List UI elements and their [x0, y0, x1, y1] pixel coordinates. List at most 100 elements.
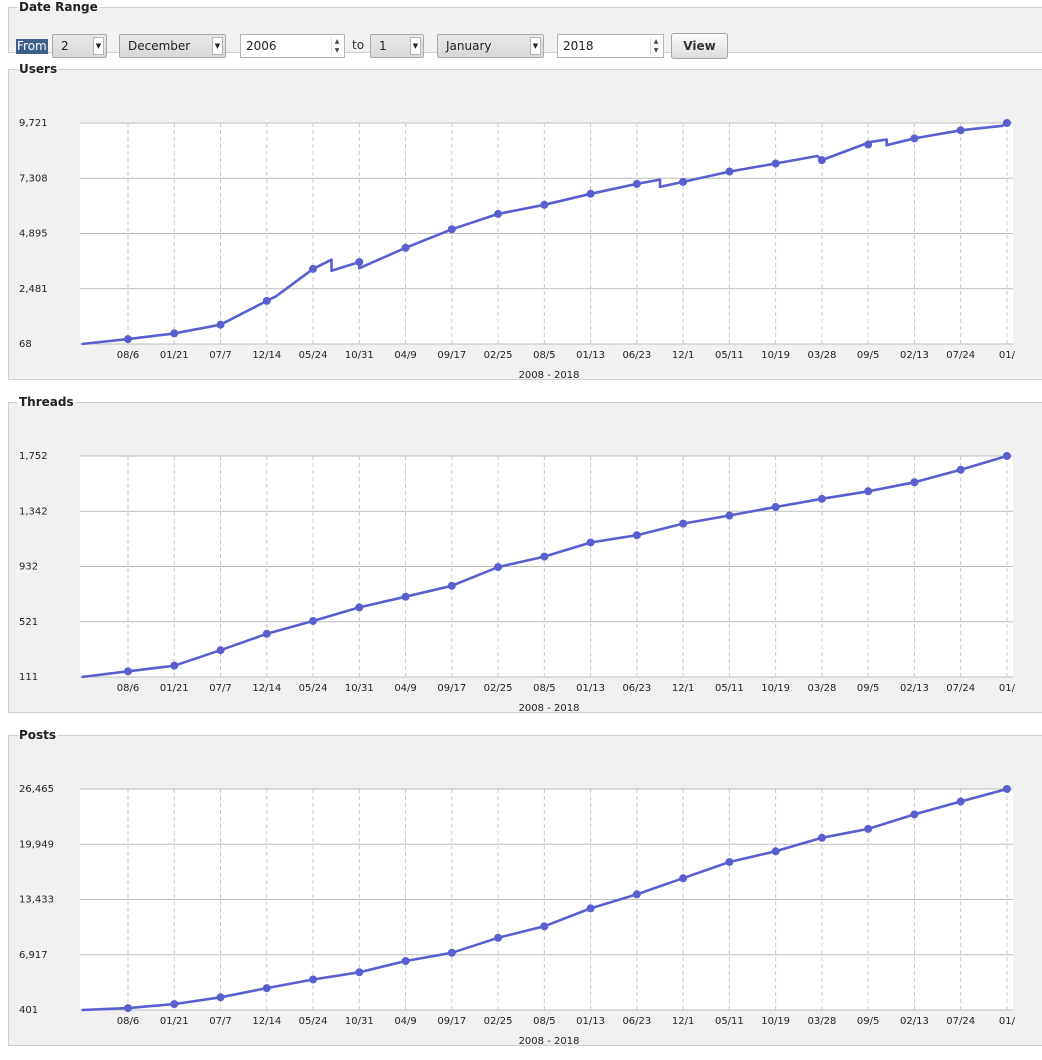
x-tick-label: 09/17 — [437, 683, 466, 694]
from-month-select[interactable]: December ▼ — [119, 34, 226, 58]
y-tick-label: 1,752 — [19, 451, 48, 462]
data-point[interactable] — [910, 810, 919, 819]
data-point[interactable] — [262, 629, 271, 638]
x-tick-label: 08/5 — [533, 1016, 555, 1027]
x-tick-label: 01/13 — [576, 350, 605, 361]
data-point[interactable] — [1002, 452, 1011, 460]
data-point[interactable] — [1002, 119, 1011, 127]
data-point[interactable] — [494, 933, 503, 942]
x-axis-label: 2008 - 2018 — [519, 370, 580, 381]
data-point[interactable] — [771, 847, 780, 856]
y-tick-label: 1,342 — [19, 506, 48, 517]
data-point[interactable] — [540, 922, 549, 931]
data-point[interactable] — [447, 225, 456, 234]
data-point[interactable] — [1002, 785, 1011, 793]
data-point[interactable] — [309, 975, 318, 984]
data-point[interactable] — [632, 890, 641, 899]
data-point[interactable] — [817, 156, 826, 165]
spin-arrows-icon[interactable]: ▲ ▼ — [331, 37, 342, 55]
data-point[interactable] — [170, 1000, 179, 1009]
data-point[interactable] — [401, 592, 410, 601]
data-point[interactable] — [725, 167, 734, 176]
data-point[interactable] — [355, 257, 364, 266]
chevron-down-icon: ▼ — [212, 37, 223, 55]
data-point[interactable] — [447, 948, 456, 957]
data-point[interactable] — [817, 494, 826, 503]
data-point[interactable] — [864, 487, 873, 496]
x-tick-label: 05/24 — [299, 683, 328, 694]
data-point[interactable] — [586, 189, 595, 198]
y-tick-label: 68 — [19, 339, 32, 350]
spin-arrows-icon[interactable]: ▲ ▼ — [650, 37, 661, 55]
from-year-input[interactable]: 2006 ▲ ▼ — [240, 34, 345, 58]
data-point[interactable] — [910, 478, 919, 487]
data-point[interactable] — [355, 968, 364, 977]
x-tick-label: 06/23 — [622, 350, 651, 361]
data-point[interactable] — [540, 200, 549, 209]
data-point[interactable] — [632, 531, 641, 540]
data-point[interactable] — [355, 603, 364, 612]
data-point[interactable] — [401, 243, 410, 252]
data-point[interactable] — [956, 797, 965, 806]
from-day-select[interactable]: 2 ▼ — [52, 34, 107, 58]
users-chart: 68 2,481 4,895 7,308 9,721 08/6 01/21 07/7 12/14… — [19, 118, 1016, 381]
data-point[interactable] — [124, 335, 132, 344]
data-point[interactable] — [216, 993, 225, 1002]
data-point[interactable] — [170, 329, 179, 338]
x-tick-label: 01/ — [999, 350, 1016, 361]
data-point[interactable] — [956, 126, 965, 135]
data-point[interactable] — [864, 140, 873, 149]
x-tick-label: 12/14 — [252, 683, 281, 694]
x-tick-label: 12/14 — [252, 350, 281, 361]
data-point[interactable] — [401, 956, 410, 965]
data-point[interactable] — [956, 465, 965, 474]
data-point[interactable] — [679, 519, 688, 528]
posts-chart-panel: Posts 401 6,917 13,433 19,949 26,465 08/6 01/2… — [8, 728, 1042, 1047]
data-point[interactable] — [447, 581, 456, 590]
data-point[interactable] — [910, 134, 919, 143]
data-point[interactable] — [679, 874, 688, 883]
data-point[interactable] — [725, 857, 734, 866]
data-point[interactable] — [262, 984, 271, 993]
data-point[interactable] — [817, 833, 826, 842]
to-day-select[interactable]: 1 ▼ — [370, 34, 424, 58]
data-point[interactable] — [216, 320, 225, 329]
x-tick-label: 01/21 — [160, 1016, 189, 1027]
data-point[interactable] — [216, 646, 225, 655]
data-point[interactable] — [679, 177, 688, 186]
y-tick-label: 19,949 — [19, 839, 54, 850]
data-point[interactable] — [864, 824, 873, 833]
data-point[interactable] — [540, 552, 549, 561]
to-year-input[interactable]: 2018 ▲ ▼ — [557, 34, 664, 58]
data-point[interactable] — [494, 209, 503, 218]
x-tick-label: 08/6 — [117, 1016, 139, 1027]
x-tick-label: 10/19 — [761, 350, 790, 361]
data-point[interactable] — [725, 511, 734, 520]
data-point[interactable] — [262, 296, 271, 305]
data-point[interactable] — [309, 616, 318, 625]
data-point[interactable] — [309, 264, 318, 273]
data-point[interactable] — [771, 503, 780, 512]
threads-chart-title: Threads — [19, 395, 74, 409]
y-tick-label: 401 — [19, 1005, 38, 1016]
data-point[interactable] — [586, 904, 595, 913]
data-point[interactable] — [170, 661, 179, 670]
y-tick-label: 26,465 — [19, 784, 54, 795]
data-point[interactable] — [124, 667, 132, 676]
data-point[interactable] — [771, 159, 780, 168]
threads-chart: 111 521 932 1,342 1,752 08/6 01/21 07/7 12/14 05/… — [19, 451, 1016, 714]
to-month-value: January — [446, 39, 492, 53]
x-tick-label: 03/28 — [807, 350, 836, 361]
x-tick-label: 07/24 — [946, 1016, 975, 1027]
data-point[interactable] — [124, 1004, 132, 1013]
x-tick-label: 05/24 — [299, 350, 328, 361]
view-button[interactable]: View — [671, 33, 728, 59]
data-point[interactable] — [494, 563, 503, 572]
posts-chart: 401 6,917 13,433 19,949 26,465 08/6 01/21 07/7 1… — [19, 784, 1016, 1047]
x-tick-label: 09/5 — [857, 350, 879, 361]
to-month-select[interactable]: January ▼ — [437, 34, 544, 58]
data-point[interactable] — [632, 179, 641, 188]
x-tick-label: 02/25 — [484, 683, 513, 694]
x-tick-label: 01/ — [999, 1016, 1016, 1027]
data-point[interactable] — [586, 538, 595, 547]
